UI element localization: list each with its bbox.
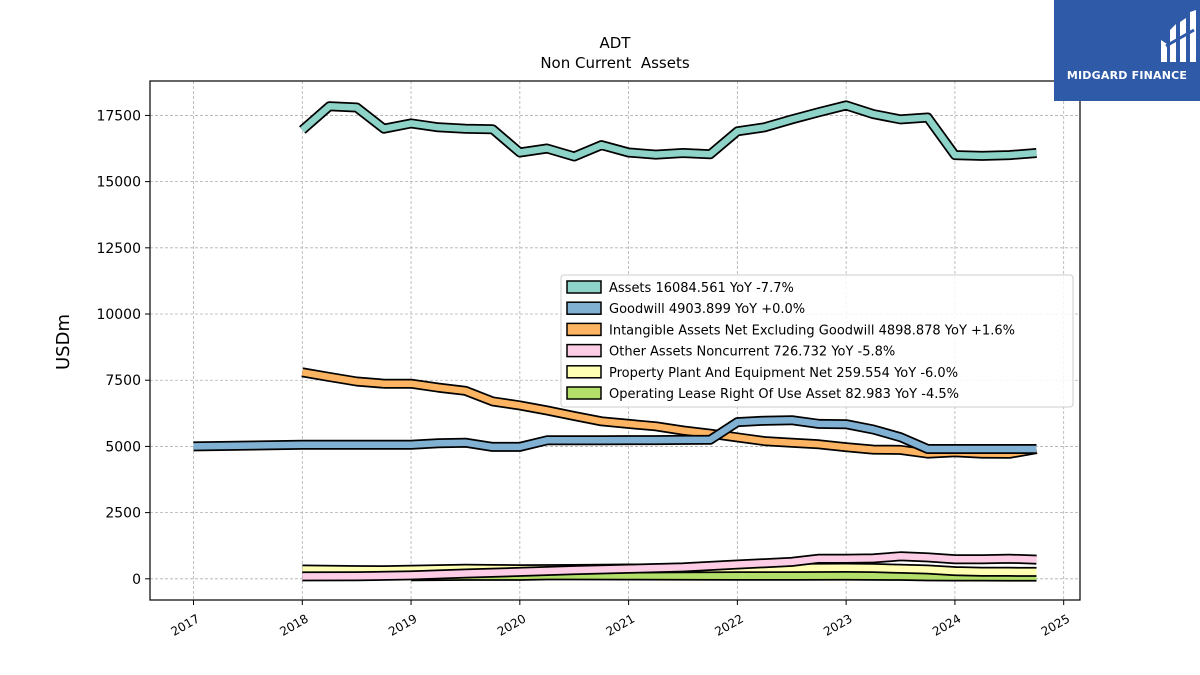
- series-line-intangible-assets-net-excluding-goodwill: [301, 369, 1038, 458]
- legend-label: Assets 16084.561 YoY -7.7%: [609, 281, 794, 296]
- chart-title: ADT: [600, 34, 632, 52]
- legend-box: [560, 274, 1074, 408]
- y-tick-label: 0: [132, 572, 141, 588]
- y-axis-label: USDm: [53, 314, 74, 370]
- y-tick-label: 15000: [96, 175, 141, 191]
- series-outline-assets: [299, 100, 1037, 162]
- chart-subtitle: Non Current Assets: [540, 54, 690, 72]
- legend-label: Other Assets Noncurrent 726.732 YoY -5.8…: [609, 345, 895, 360]
- x-tick-label: 2022: [712, 611, 745, 638]
- plot-frame: [149, 80, 1081, 601]
- x-tick-label: 2024: [930, 611, 963, 638]
- legend-swatch: [566, 386, 602, 400]
- legend-label: Property Plant And Equipment Net 259.554…: [609, 366, 958, 381]
- y-tick-label: 10000: [96, 307, 141, 323]
- midgard-logo: MIDGARD FINANCE: [1054, 0, 1200, 101]
- series-line-goodwill: [193, 416, 1037, 453]
- x-axis: 2017 2018 2019 2020 2021 2022 2023 2024 2025: [169, 600, 1072, 639]
- legend-label: Intangible Assets Net Excluding Goodwill…: [609, 323, 1015, 338]
- legend-swatch: [566, 301, 602, 315]
- legend-swatch: [566, 343, 602, 358]
- legend-label: Goodwill 4903.899 YoY +0.0%: [609, 302, 805, 317]
- x-tick-label: 2021: [604, 611, 637, 638]
- x-tick-label: 2025: [1039, 611, 1072, 638]
- legend: Assets 16084.561 YoY -7.7% Goodwill 4903.…: [560, 274, 1074, 408]
- y-tick-label: 17500: [96, 108, 141, 124]
- y-tick-label: 2500: [105, 506, 141, 522]
- legend-label: Operating Lease Right Of Use Asset 82.98…: [609, 387, 959, 402]
- series-line-assets: [300, 102, 1037, 160]
- y-tick-label: 7500: [105, 373, 141, 389]
- x-tick-label: 2023: [821, 611, 854, 638]
- legend-swatch: [566, 280, 602, 294]
- x-tick-label: 2019: [386, 611, 419, 638]
- midgard-logo-icon: [1161, 10, 1196, 62]
- x-tick-label: 2020: [495, 611, 528, 638]
- series-line-other-assets-noncurrent: [302, 553, 1037, 580]
- x-tick-label: 2017: [169, 611, 202, 638]
- legend-swatch: [566, 322, 602, 337]
- legend-swatch: [566, 365, 602, 379]
- x-tick-label: 2018: [277, 611, 310, 638]
- y-tick-label: 5000: [105, 439, 141, 455]
- logo-text: MIDGARD FINANCE: [1066, 69, 1188, 82]
- y-tick-label: 12500: [96, 241, 141, 257]
- series-layer: [193, 100, 1038, 582]
- y-axis: 0 2500 5000 7500 10000 12500 15000 17500: [96, 108, 150, 588]
